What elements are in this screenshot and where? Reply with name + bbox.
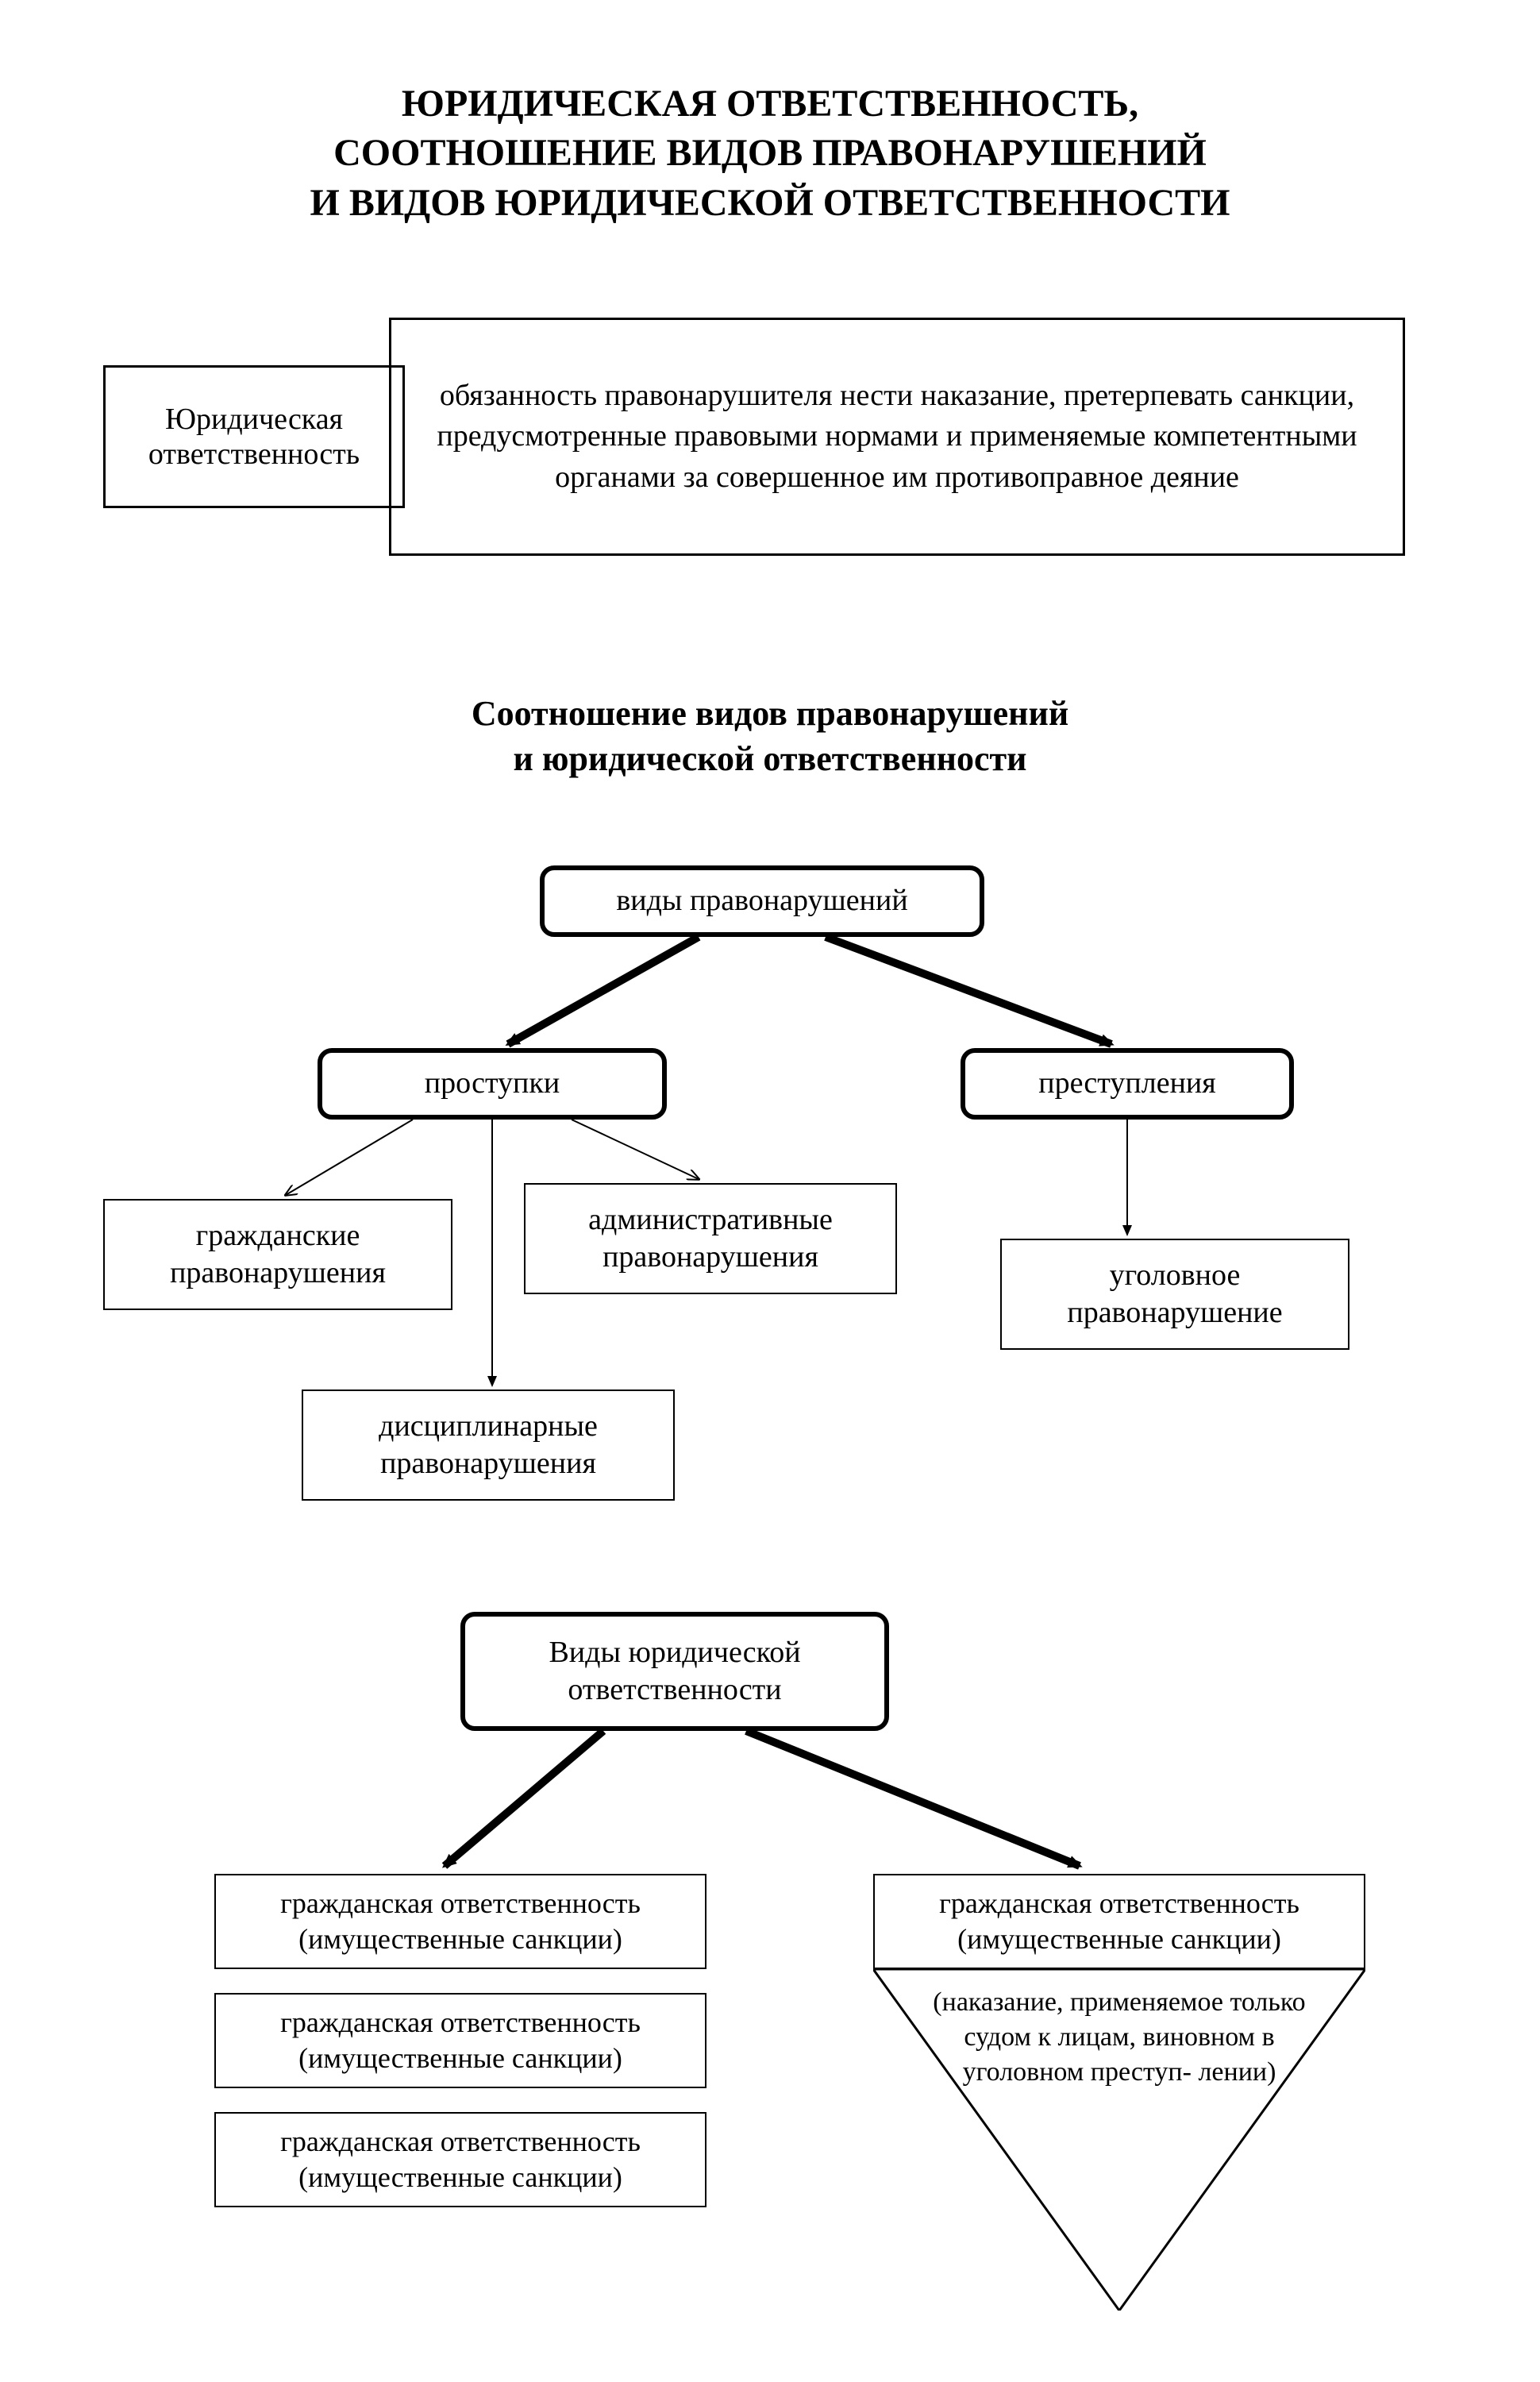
triangle-text-label: (наказание, применяемое только судом к л… bbox=[933, 1987, 1305, 2087]
triangle-text: (наказание, применяемое только судом к л… bbox=[921, 1985, 1318, 2091]
tree2-right-box: гражданская ответственность (имущественн… bbox=[873, 1874, 1365, 1969]
tree2-left-a-label: гражданская ответственность (имущественн… bbox=[230, 1886, 691, 1957]
tree2-right-box-label: гражданская ответственность (имущественн… bbox=[889, 1886, 1349, 1957]
tree2-left-b-label: гражданская ответственность (имущественн… bbox=[230, 2005, 691, 2076]
tree2-left-a: гражданская ответственность (имущественн… bbox=[214, 1874, 706, 1969]
tree2-left-c-label: гражданская ответственность (имущественн… bbox=[230, 2124, 691, 2195]
tree2-left-b: гражданская ответственность (имущественн… bbox=[214, 1993, 706, 2088]
tree2-left-c: гражданская ответственность (имущественн… bbox=[214, 2112, 706, 2207]
